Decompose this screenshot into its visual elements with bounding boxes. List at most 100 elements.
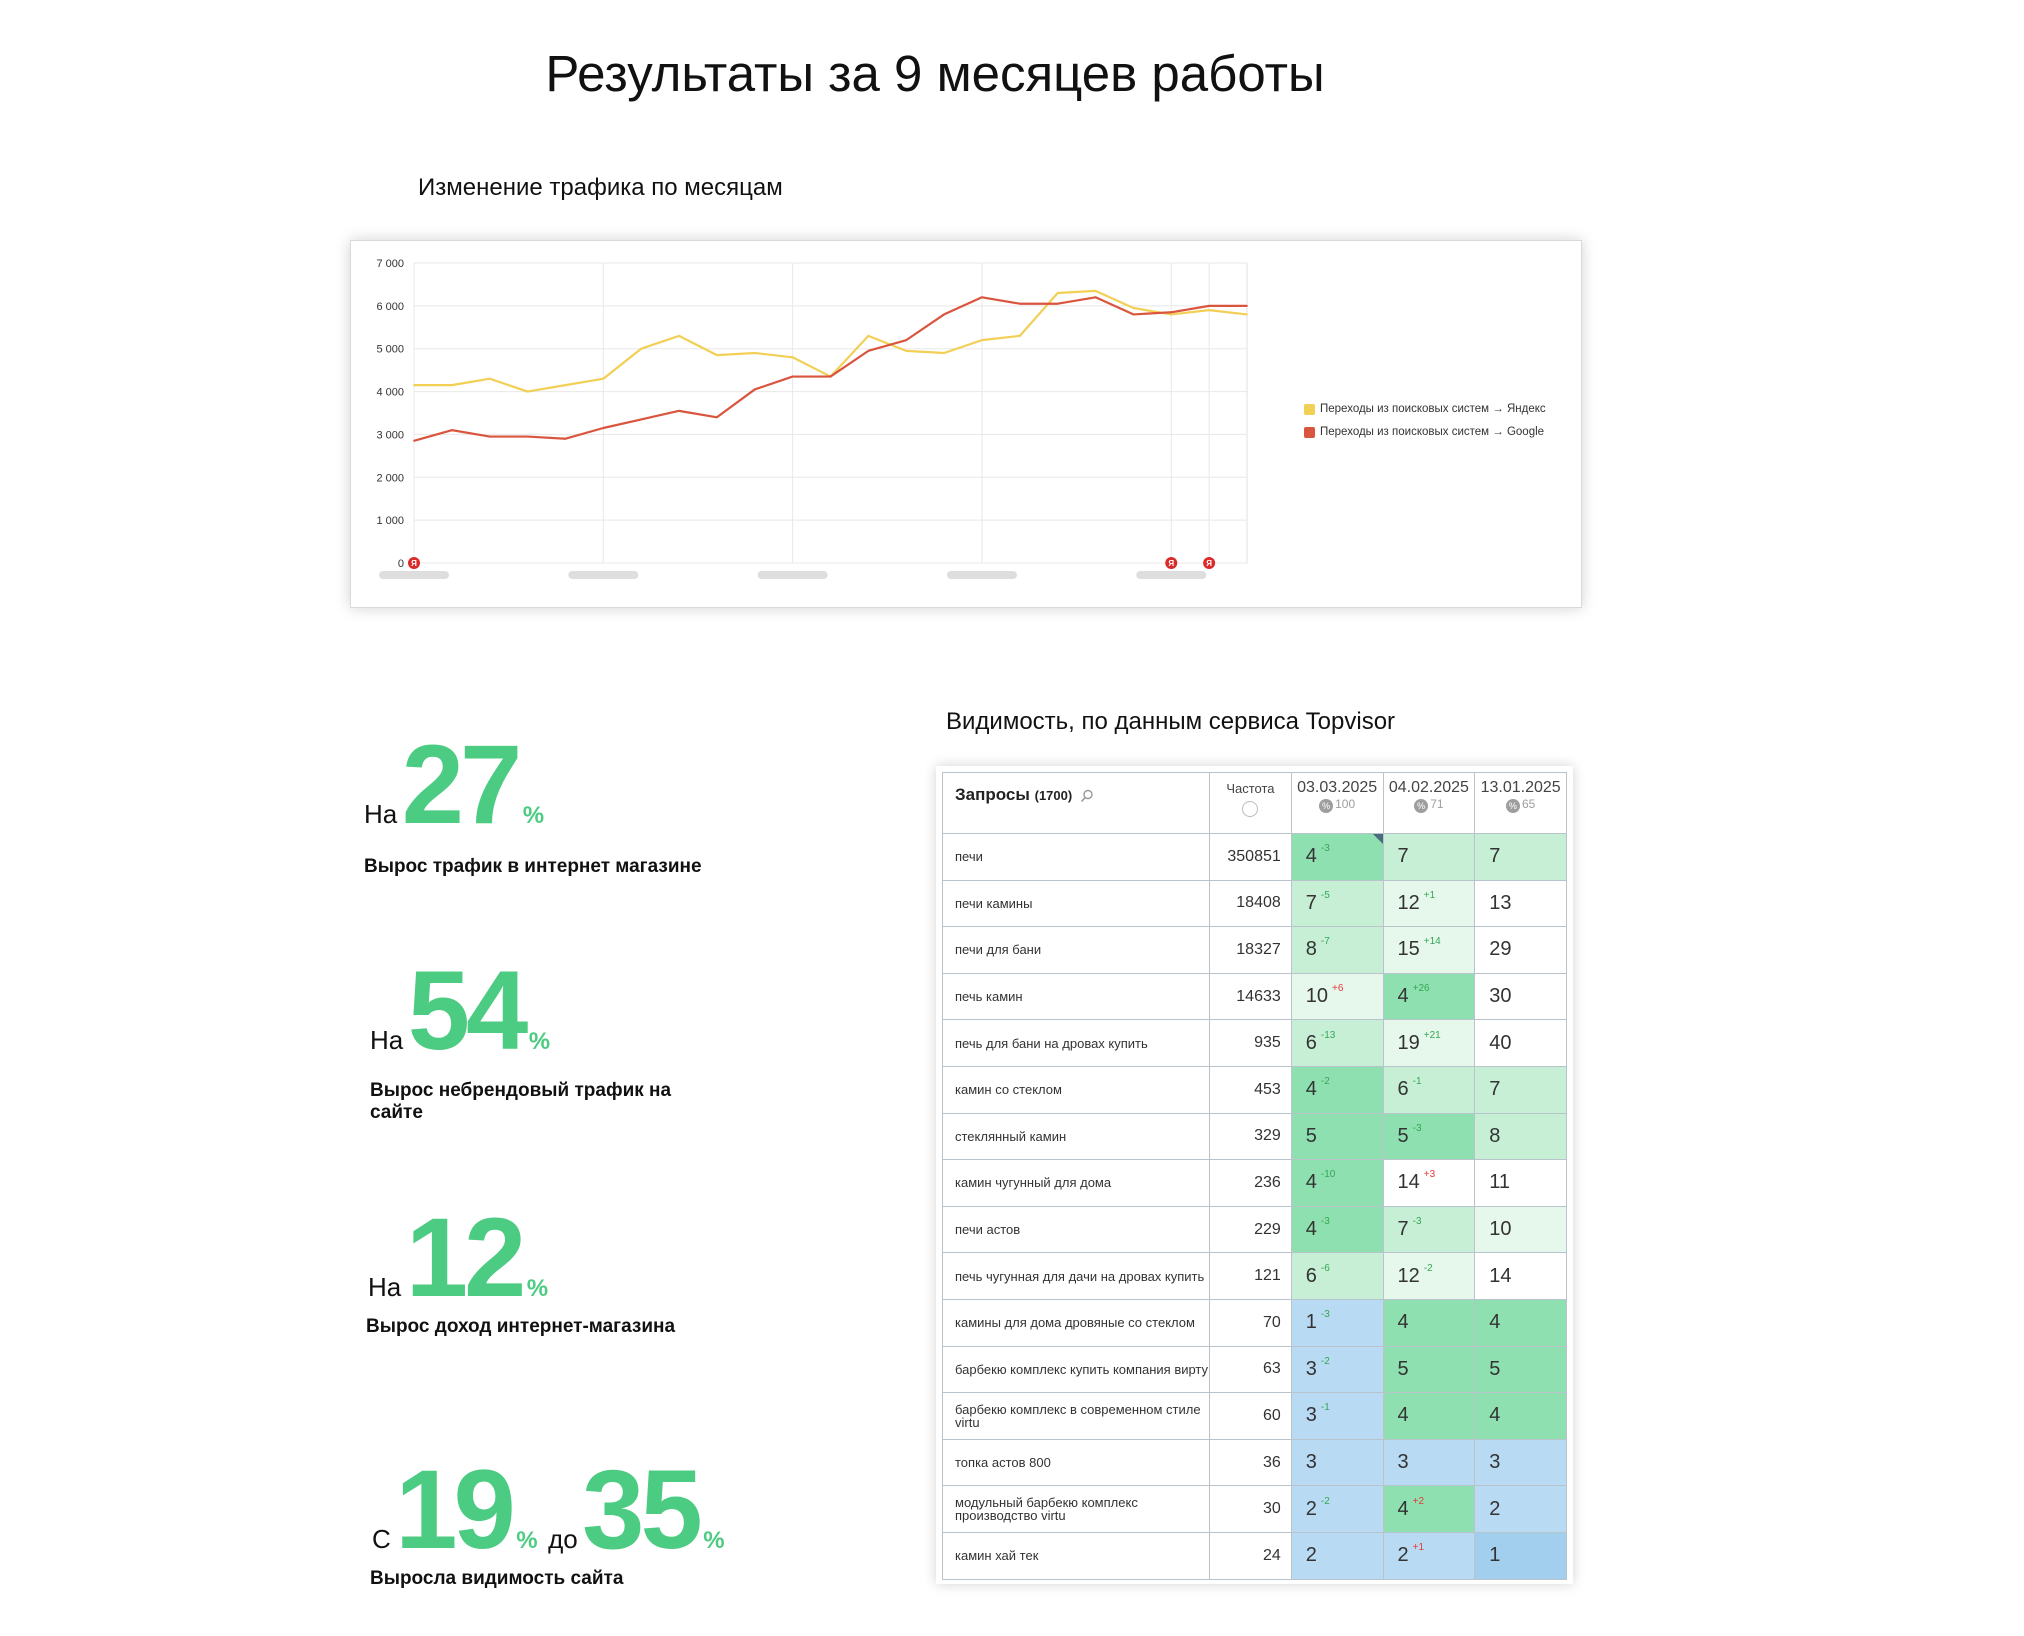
data-point — [488, 435, 491, 438]
query-cell: топка астов 800 — [941, 1438, 1211, 1487]
position-cell: 7 -3 — [1382, 1205, 1476, 1254]
table-row[interactable]: печи камины 18408 7 -5 12 +1 13 — [941, 879, 1567, 928]
table-header-row: Запросы (1700) Частота 03.03.2025 % 100 0… — [941, 772, 1567, 834]
search-icon[interactable] — [1080, 789, 1094, 803]
position-cell: 4 -2 — [1290, 1065, 1384, 1114]
table-row[interactable]: камин чугунный для дома 236 4 -10 14 +3 11 — [941, 1159, 1567, 1207]
data-point — [640, 347, 643, 350]
y-tick-label: 6 000 — [376, 301, 404, 313]
frequency-cell: 30 — [1209, 1485, 1292, 1533]
stat-prefix: С — [372, 1524, 391, 1554]
y-tick-label: 1 000 — [376, 515, 404, 527]
query-cell: камин чугунный для дома — [941, 1159, 1211, 1207]
table-row[interactable]: топка астов 800 36 3 3 3 — [941, 1438, 1567, 1487]
column-header-date-2[interactable]: 04.02.2025 % 71 — [1382, 772, 1476, 834]
query-cell: камины для дома дровяные со стеклом — [941, 1298, 1211, 1347]
position-delta: -1 — [1412, 1076, 1422, 1088]
table-row[interactable]: печи для бани 18327 8 -7 15 +14 29 — [941, 926, 1567, 974]
table-row[interactable]: стеклянный камин 329 5 5 -3 8 — [941, 1112, 1567, 1161]
column-header-queries[interactable]: Запросы (1700) — [941, 772, 1211, 834]
data-point — [981, 339, 983, 342]
table-row[interactable]: камины для дома дровяные со стеклом 70 1 -3… — [941, 1298, 1567, 1347]
position-cell: 6 -6 — [1290, 1252, 1384, 1300]
data-point — [791, 375, 794, 378]
queries-count: (1700) — [1034, 788, 1073, 803]
table-row[interactable]: печи 350851 4 -3 7 7 — [941, 833, 1567, 881]
position-value: 7 — [1489, 1078, 1501, 1101]
column-header-date-1[interactable]: 03.03.2025 % 100 — [1290, 772, 1384, 834]
position-value: 15 — [1397, 938, 1420, 961]
frequency-cell: 18408 — [1209, 879, 1292, 928]
stat-unit-to: % — [703, 1527, 725, 1554]
globe-icon — [1242, 800, 1259, 817]
frequency-cell: 60 — [1209, 1392, 1292, 1440]
position-value: 4 — [1489, 1311, 1501, 1334]
table-row[interactable]: модульный барбекю комплекс производство … — [941, 1485, 1567, 1533]
table-row[interactable]: печи астов 229 4 -3 7 -3 10 — [941, 1205, 1567, 1254]
table-row[interactable]: печь камин 14633 10 +6 4 +26 30 — [941, 972, 1567, 1021]
position-cell: 5 — [1382, 1345, 1476, 1394]
query-cell: модульный барбекю комплекс производство … — [941, 1485, 1211, 1533]
position-value: 11 — [1489, 1171, 1510, 1194]
table-row[interactable]: барбекю комплекс купить компания вирту 63… — [941, 1345, 1567, 1394]
position-cell: 5 — [1290, 1112, 1384, 1161]
svg-text:Я: Я — [1168, 559, 1174, 568]
position-value: 1 — [1305, 1311, 1317, 1334]
position-value: 7 — [1397, 845, 1409, 868]
position-delta: +3 — [1423, 1169, 1436, 1181]
frequency-cell: 329 — [1209, 1112, 1292, 1161]
position-cell: 6 -1 — [1382, 1065, 1476, 1114]
position-value: 12 — [1397, 1264, 1420, 1287]
data-point — [488, 377, 491, 380]
stat-description: Вырос доход интернет-магазина — [366, 1316, 676, 1337]
position-value: 3 — [1397, 1451, 1409, 1474]
frequency-cell: 18327 — [1209, 926, 1292, 974]
position-cell: 3 — [1474, 1438, 1567, 1487]
position-cell: 14 — [1474, 1252, 1567, 1300]
position-cell: 40 — [1474, 1019, 1567, 1067]
position-delta: -10 — [1320, 1169, 1336, 1181]
position-cell: 30 — [1474, 972, 1567, 1021]
position-cell: 8 -7 — [1290, 926, 1384, 974]
data-point — [450, 384, 453, 387]
position-delta: -3 — [1412, 1122, 1422, 1134]
position-delta: -6 — [1320, 1262, 1330, 1274]
frequency-cell: 121 — [1209, 1252, 1292, 1300]
position-delta: -5 — [1320, 889, 1330, 901]
position-value: 4 — [1397, 1404, 1409, 1427]
data-point — [1094, 296, 1097, 299]
position-value: 10 — [1489, 1218, 1512, 1241]
table-row[interactable]: печь для бани на дровах купить 935 6 -13 19 +… — [941, 1019, 1567, 1067]
column-header-date-3[interactable]: 13.01.2025 % 65 — [1474, 772, 1567, 834]
data-point — [867, 334, 870, 337]
position-cell: 14 +3 — [1382, 1159, 1476, 1207]
query-cell: печь камин — [941, 972, 1211, 1021]
data-point — [716, 416, 718, 419]
column-header-frequency[interactable]: Частота — [1209, 772, 1292, 834]
visibility-value: 71 — [1430, 797, 1444, 811]
position-value: 5 — [1305, 1124, 1317, 1147]
data-point — [905, 349, 908, 352]
percent-icon: % — [1505, 798, 1520, 813]
position-value: 19 — [1397, 1031, 1420, 1054]
query-cell: печь чугунная для дачи на дровах купить — [941, 1252, 1211, 1300]
position-cell: 3 — [1382, 1438, 1476, 1487]
position-cell: 4 — [1474, 1392, 1567, 1440]
table-row[interactable]: камин со стеклом 453 4 -2 6 -1 7 — [941, 1065, 1567, 1114]
query-cell: стеклянный камин — [941, 1112, 1211, 1161]
position-delta: +6 — [1332, 983, 1344, 995]
position-delta: -3 — [1320, 1216, 1330, 1228]
x-tick-label-blurred — [379, 571, 449, 579]
y-tick-label: 0 — [398, 558, 404, 570]
position-cell: 7 -5 — [1290, 879, 1384, 928]
position-value: 30 — [1489, 985, 1512, 1008]
table-row[interactable]: печь чугунная для дачи на дровах купить 1… — [941, 1252, 1567, 1300]
position-cell: 4 — [1382, 1392, 1476, 1440]
stat-visibility: С 19 % до 35 % — [372, 1445, 725, 1574]
visibility-table-panel: Запросы (1700) Частота 03.03.2025 % 100 0… — [936, 766, 1573, 1584]
table-row[interactable]: барбекю комплекс в современном стиле vir… — [941, 1392, 1567, 1440]
query-cell: камин со стеклом — [941, 1065, 1211, 1114]
table-row[interactable]: камин хай тек 24 2 2 +1 1 — [941, 1531, 1567, 1580]
data-point — [1056, 302, 1059, 305]
visibility-caption: Видимость, по данным сервиса Topvisor — [946, 708, 1396, 735]
